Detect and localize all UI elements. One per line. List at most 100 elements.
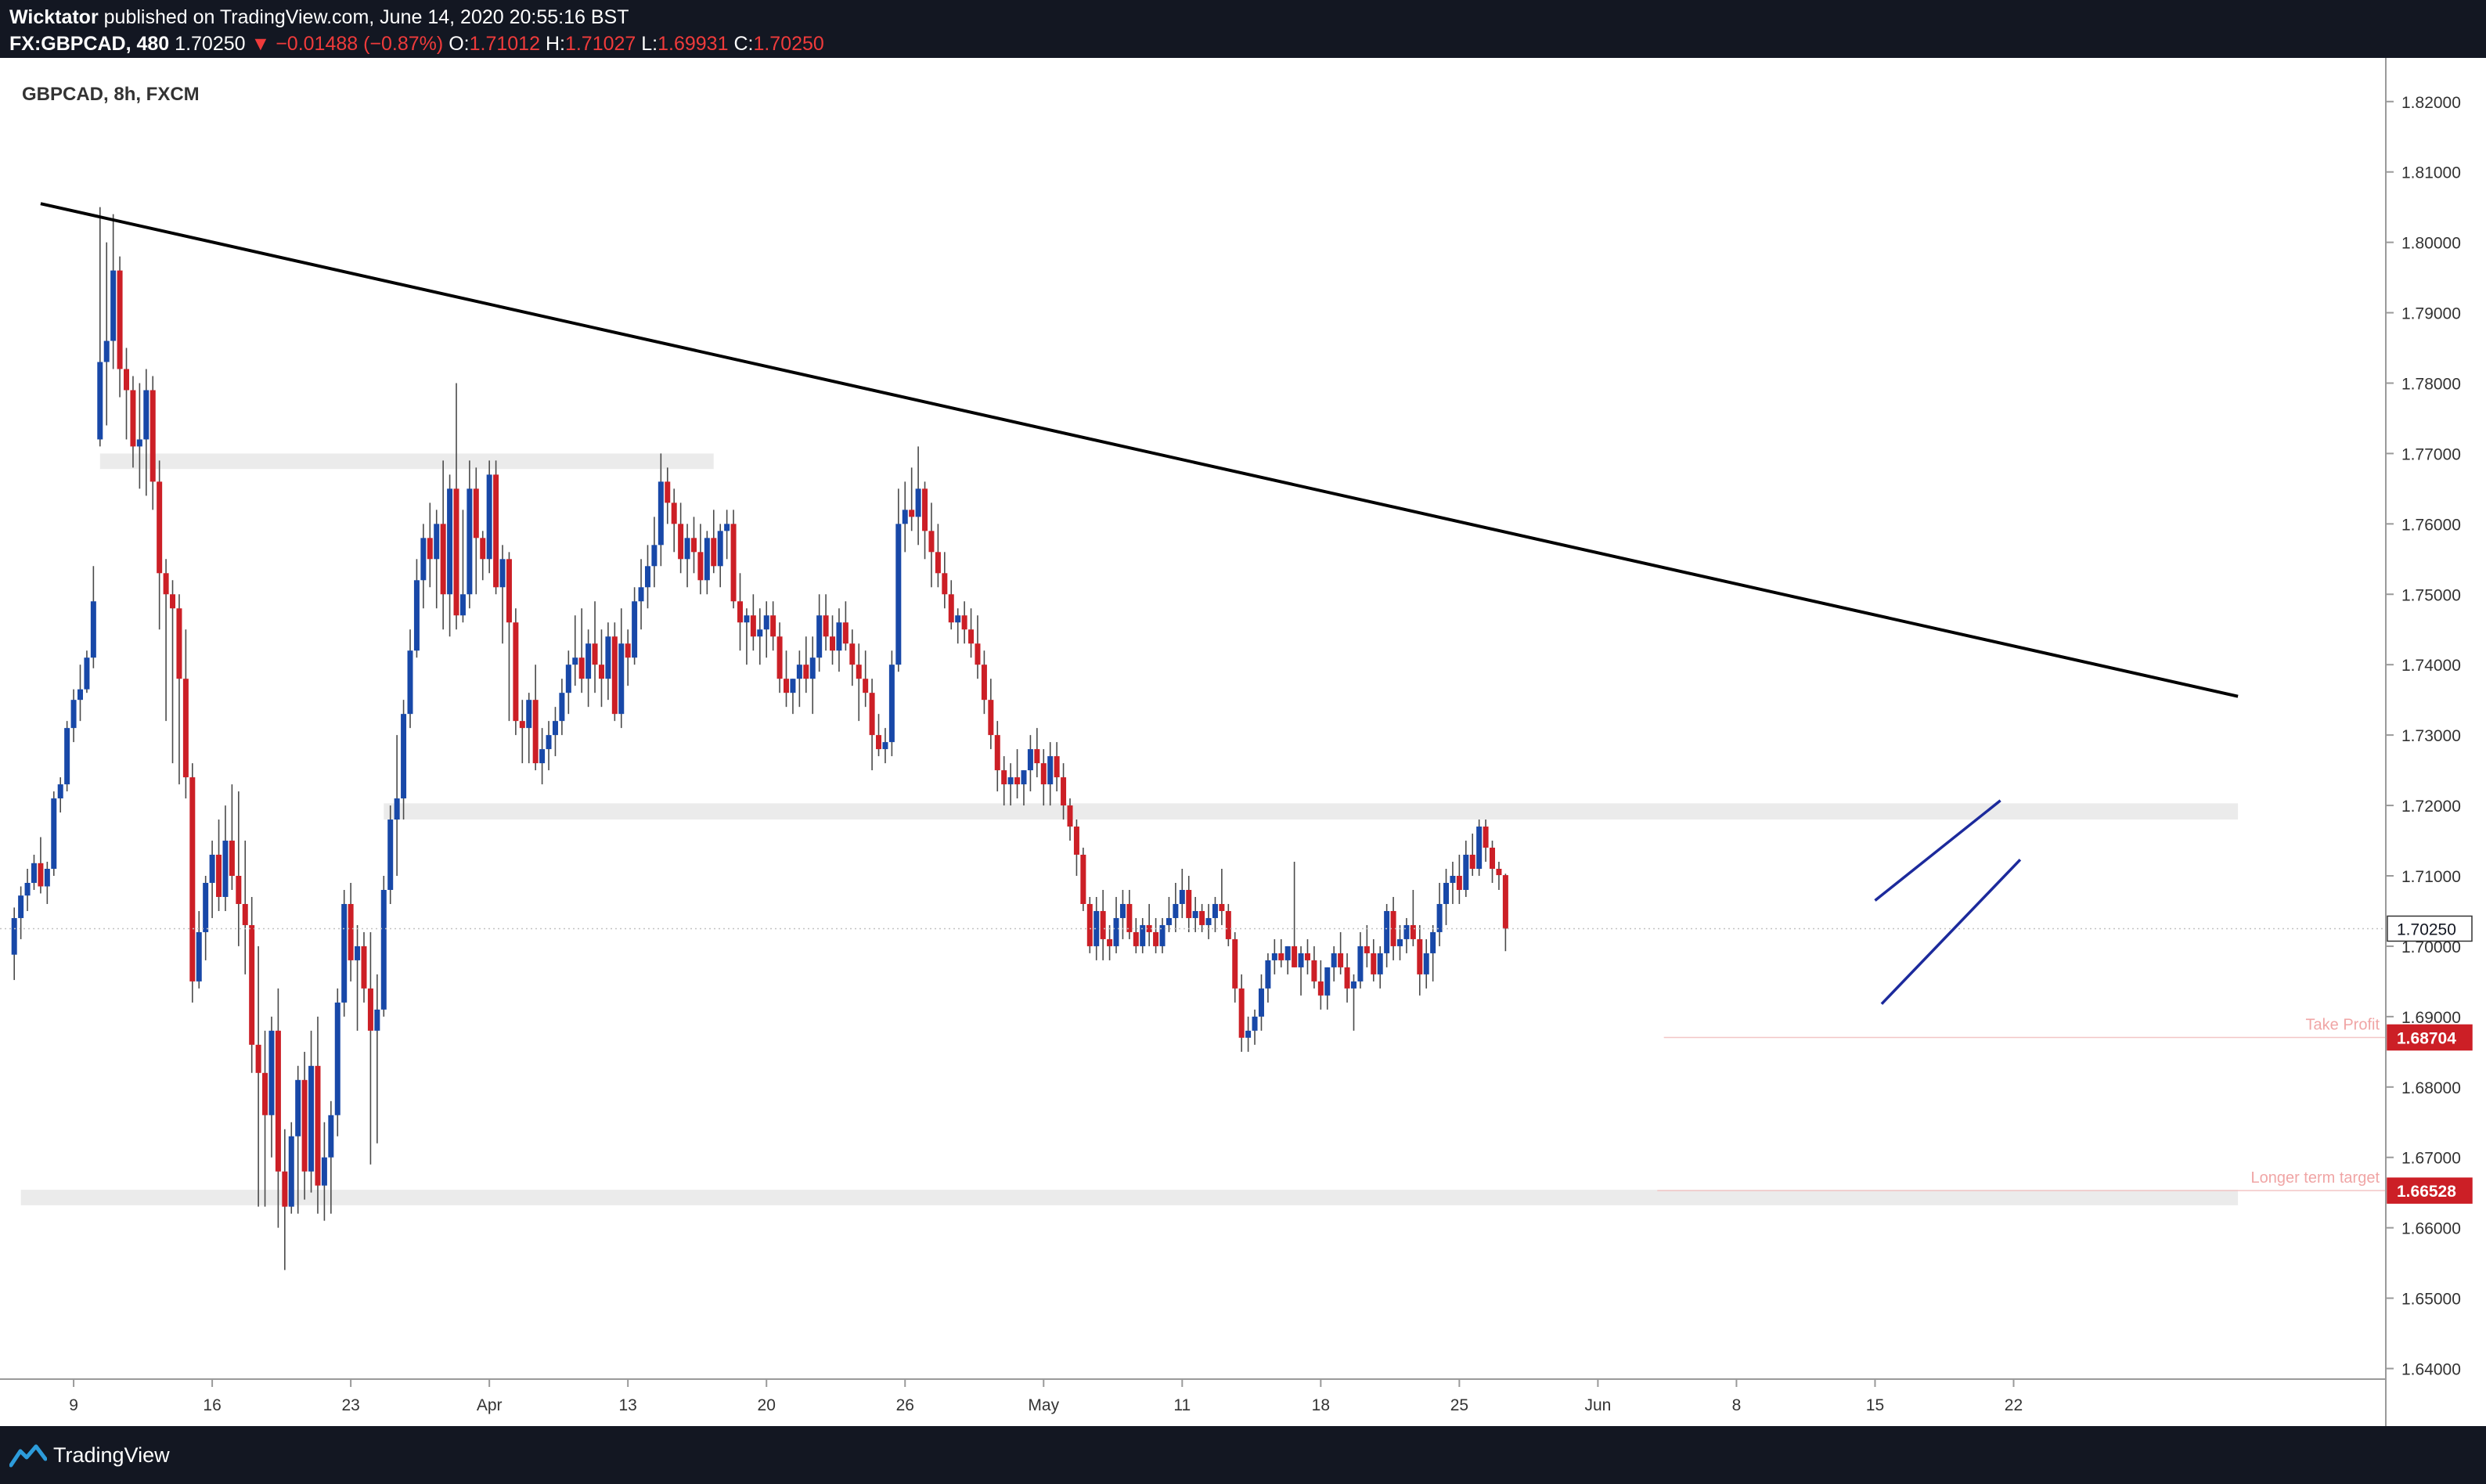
x-tick-label: 20 [758,1396,776,1414]
candle [459,510,466,623]
candle-body [348,903,354,960]
candle [625,629,631,686]
candle [618,608,625,729]
y-tick-label: 1.77000 [2401,445,2461,463]
time-axis[interactable]: 9 16 23 Apr 13 20 26 May 11 18 25 Jun 8 15 22 [69,1379,2023,1414]
candle [1014,749,1021,799]
tradingview-logo-icon[interactable] [9,1442,47,1468]
candle-body [1173,903,1179,918]
candle-body [697,552,704,581]
candle-body [922,488,928,531]
candle-body [1371,953,1377,974]
candle [130,376,136,468]
low-label: L: [641,33,658,55]
candle-body [856,665,862,679]
candle [1061,763,1067,820]
candle [143,369,150,496]
brand-name[interactable]: TradingView [53,1443,170,1467]
close-value: 1.70250 [753,33,824,55]
x-tick-label: 11 [1173,1396,1191,1414]
candle-body [236,875,242,904]
candle [315,1016,321,1214]
candle [1423,938,1429,989]
candle [519,700,525,764]
lines-layer: Take Profit Longer term target [0,202,2386,1191]
y-tick-label: 1.81000 [2401,164,2461,182]
target-price-badge-bg [2387,1024,2473,1051]
candle [665,467,671,524]
candle [434,510,440,609]
candle-body [229,841,235,876]
candle [552,707,558,757]
price-axis[interactable]: 1.82000 1.81000 1.80000 1.79000 1.78000 1.770… [2386,94,2473,1379]
candle [605,622,611,701]
candle-body [486,474,492,560]
candle-body [532,700,539,764]
y-tick-label: 1.71000 [2401,868,2461,886]
candle [935,524,941,588]
candle [374,974,380,1144]
candle-body [1067,805,1073,827]
candle [565,650,571,715]
candle [203,875,209,960]
candle-body [981,665,987,701]
candle-body [1502,875,1508,929]
candle-body [51,798,57,870]
candle [644,545,650,609]
candle [1278,938,1284,967]
publish-info: Wicktator published on TradingView.com, … [9,5,629,30]
candle [737,573,743,651]
candle [1397,924,1403,960]
candle-body [671,502,677,524]
candle [539,728,546,785]
candle-body [876,735,882,750]
candle-body [1119,903,1126,918]
candle-body [64,728,70,785]
candle-body [427,538,433,560]
candle [1179,869,1185,918]
candle-body [196,931,202,982]
candle-body [638,587,644,602]
candle-body [1040,763,1047,785]
candle-body [539,749,546,764]
candle-body [1159,924,1166,946]
candle [1292,862,1298,967]
candle [1317,960,1324,1010]
candle-body [1166,917,1172,925]
candle-body [961,615,967,630]
candle [196,910,202,989]
candle [413,559,420,658]
candle-body [605,636,611,679]
candle [632,587,638,665]
channel-line-lower [1880,859,2022,1005]
candle-body [1073,827,1079,855]
candle [1159,917,1166,953]
candle [1417,924,1423,996]
candle-body [103,340,110,362]
candle [572,615,578,686]
candle-body [559,693,565,722]
candle [856,643,862,722]
candle-body [130,390,136,447]
chart-header: Wicktator published on TradingView.com, … [0,0,2486,58]
candle [216,819,222,911]
y-tick-label: 1.80000 [2401,235,2461,253]
trendline [40,202,2239,698]
candle-body [1140,924,1146,946]
candle-body [830,636,836,651]
candle [770,601,776,651]
candle-body [948,594,954,623]
candle-body [704,538,710,581]
candle [1166,896,1172,932]
last-price: 1.70250 [175,33,246,55]
candle [124,348,130,440]
candle-body [301,1079,308,1172]
candle [1483,819,1489,863]
x-tick-label: 15 [1866,1396,1884,1414]
author-name[interactable]: Wicktator [9,6,99,28]
candle [638,559,644,630]
candle [849,629,856,686]
candle [1284,946,1291,974]
candle [658,453,664,567]
